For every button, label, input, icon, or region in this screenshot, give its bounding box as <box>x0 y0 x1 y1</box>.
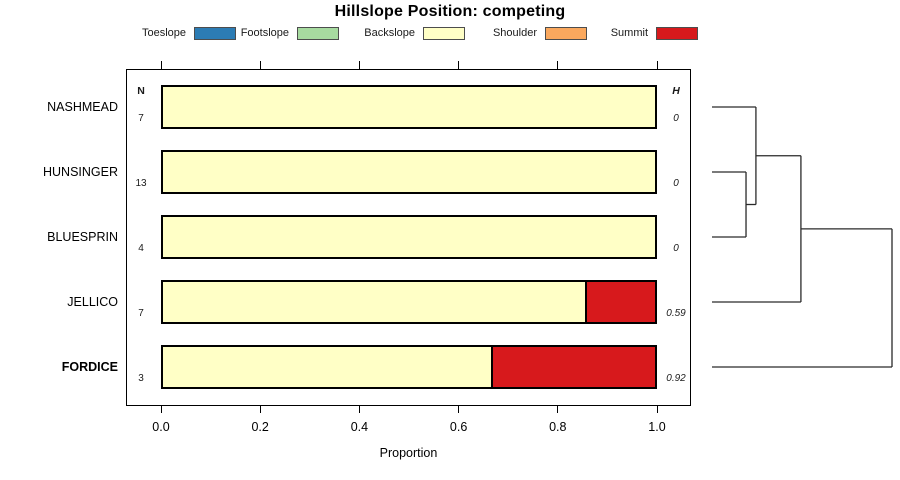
h-value: 0.59 <box>666 308 686 319</box>
bar-segment-backslope <box>163 152 655 192</box>
x-tick-label: 0.2 <box>251 420 269 434</box>
legend-swatch <box>423 26 465 40</box>
chart-title: Hillslope Position: competing <box>334 3 566 20</box>
x-tick-bottom <box>557 405 559 413</box>
x-tick-bottom <box>160 405 162 413</box>
legend-label: Toeslope <box>141 27 186 39</box>
n-value: 13 <box>135 178 147 189</box>
x-tick-top <box>259 61 261 69</box>
legend-label: Summit <box>610 27 648 39</box>
bar-segment-backslope <box>163 282 585 322</box>
h-value: 0.92 <box>666 373 686 384</box>
x-tick-label: 0.6 <box>449 420 468 434</box>
legend-swatch <box>545 26 587 40</box>
bar-row <box>161 150 657 194</box>
legend-item: Summit <box>611 25 698 41</box>
x-tick-top <box>160 61 162 69</box>
x-tick-label: 1.0 <box>648 420 666 434</box>
legend-label: Shoulder <box>492 27 537 39</box>
h-value: 0 <box>673 178 679 189</box>
category-label: FORDICE <box>61 360 118 374</box>
x-tick-label: 0.0 <box>152 420 170 434</box>
bar-segment-summit <box>584 282 655 322</box>
x-tick-top <box>458 61 460 69</box>
legend-swatch <box>656 26 698 40</box>
x-axis-label: Proportion <box>379 446 438 460</box>
x-tick-top <box>656 61 658 69</box>
category-label: HUNSINGER <box>42 165 118 179</box>
bar-segment-backslope <box>163 347 492 387</box>
bar-segment-summit <box>491 347 655 387</box>
legend-item: Toeslope <box>142 25 236 41</box>
h-column-header: H <box>672 85 680 97</box>
n-value: 4 <box>138 243 144 254</box>
category-label: JELLICO <box>67 295 118 309</box>
x-tick-bottom <box>358 405 360 413</box>
x-tick-top <box>557 61 559 69</box>
n-value: 7 <box>138 113 144 124</box>
bar-row <box>161 85 657 129</box>
bar-segment-backslope <box>163 87 655 127</box>
n-column-header: N <box>137 85 145 97</box>
bar-row <box>161 345 657 389</box>
legend-item: Footslope <box>241 25 339 41</box>
legend-item: Shoulder <box>493 25 587 41</box>
x-tick-bottom <box>458 405 460 413</box>
legend-swatch <box>297 26 339 40</box>
category-label: BLUESPRIN <box>47 230 118 244</box>
category-label: NASHMEAD <box>47 100 118 114</box>
legend-swatch <box>194 26 236 40</box>
legend-item: Backslope <box>364 25 465 41</box>
h-value: 0 <box>673 243 679 254</box>
x-tick-label: 0.4 <box>350 420 369 434</box>
bar-segment-backslope <box>163 217 655 257</box>
plot-border <box>126 69 691 406</box>
x-tick-bottom <box>656 405 658 413</box>
n-value: 7 <box>138 308 144 319</box>
h-value: 0 <box>673 113 679 124</box>
x-tick-top <box>358 61 360 69</box>
legend-label: Footslope <box>240 27 289 39</box>
x-tick-bottom <box>259 405 261 413</box>
bar-row <box>161 215 657 259</box>
legend-label: Backslope <box>364 27 415 39</box>
x-tick-label: 0.8 <box>549 420 567 434</box>
n-value: 3 <box>138 373 144 384</box>
bar-row <box>161 280 657 324</box>
